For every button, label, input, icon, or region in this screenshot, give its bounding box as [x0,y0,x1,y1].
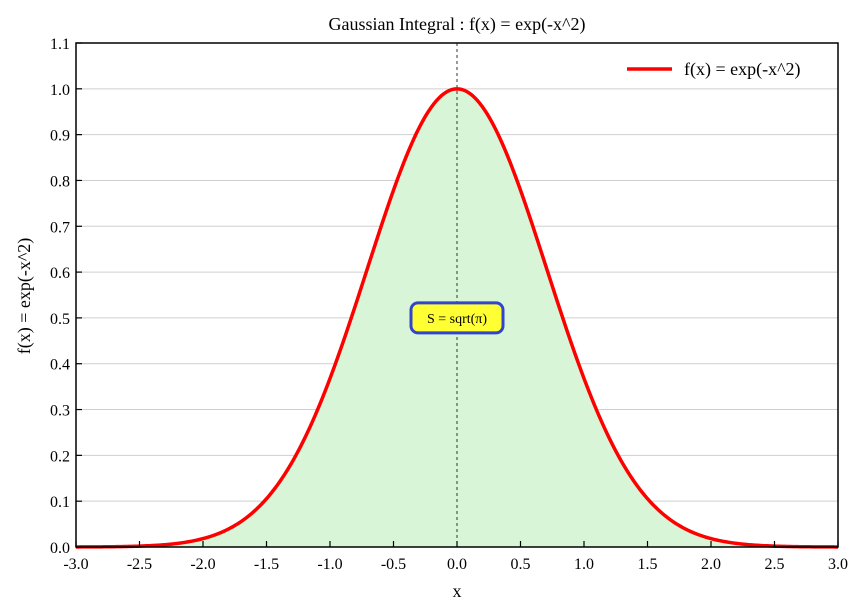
x-tick-label-4: -1.0 [317,556,342,573]
y-tick-label-7: 0.7 [50,219,70,236]
x-tick-label-6: 0.0 [447,556,467,573]
chart-title: Gaussian Integral : f(x) = exp(-x^2) [328,14,585,35]
y-tick-label-0: 0.0 [50,540,70,557]
y-tick-label-5: 0.5 [50,311,70,328]
y-tick-label-8: 0.8 [50,173,70,190]
y-tick-label-3: 0.3 [50,403,70,420]
x-tick-label-10: 2.0 [701,556,721,573]
axis-ticks: -3.0 -2.5 -2.0 -1.5 -1.0 -0.5 0.0 0.5 1.0 1.5 2.0 2… [50,36,848,573]
y-tick-label-2: 0.2 [50,448,70,465]
legend: f(x) = exp(-x^2) [627,59,801,80]
annotation-box: S = sqrt(π) [409,301,505,335]
series-line-gaussian [76,87,838,549]
x-tick-label-0: -3.0 [63,556,88,573]
y-tick-label-4: 0.4 [50,357,70,374]
x-tick-label-2: -2.0 [190,556,215,573]
x-tick-label-9: 1.5 [638,556,658,573]
x-tick-label-1: -2.5 [127,556,152,573]
legend-entry: f(x) = exp(-x^2) [684,59,801,80]
x-tick-label-3: -1.5 [254,556,279,573]
y-tick-label-6: 0.6 [50,265,70,282]
x-tick-label-7: 0.5 [511,556,531,573]
y-tick-label-11: 1.1 [50,36,70,53]
y-tick-label-1: 0.1 [50,494,70,511]
x-tick-label-8: 1.0 [574,556,594,573]
y-tick-label-10: 1.0 [50,82,70,99]
x-axis-label: x [453,581,462,601]
x-tick-label-5: -0.5 [381,556,406,573]
x-tick-label-12: 3.0 [828,556,848,573]
annotation-text: S = sqrt(π) [427,312,487,327]
annotation-rect [409,301,505,335]
y-tick-label-9: 0.9 [50,128,70,145]
y-axis-label: f(x) = exp(-x^2) [14,238,35,355]
x-tick-label-11: 2.5 [765,556,785,573]
